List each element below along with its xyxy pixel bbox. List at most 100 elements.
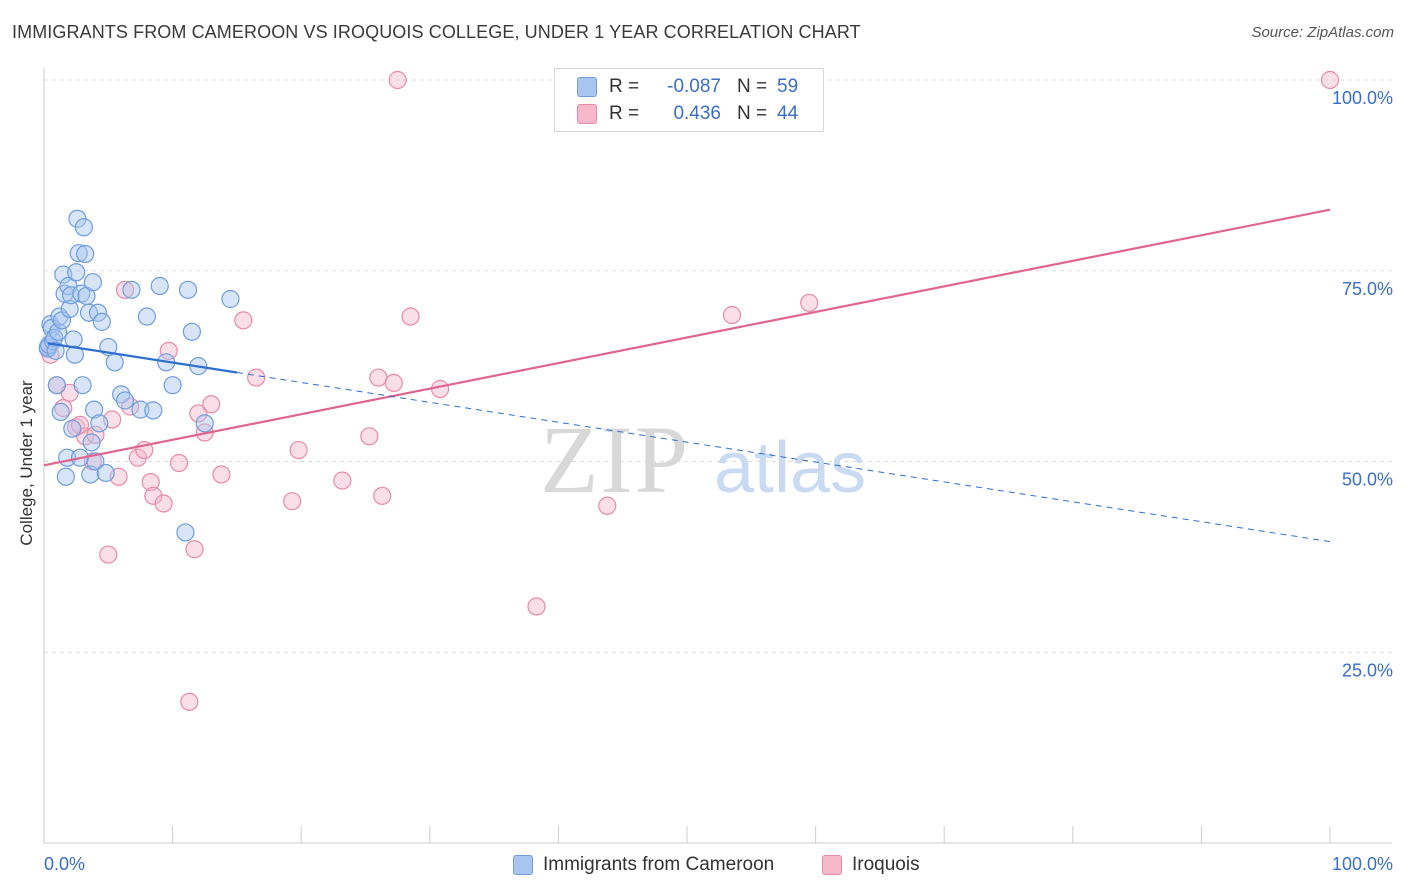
iroquois-points xyxy=(41,70,1340,711)
tick-labels: 25.0% 50.0% 75.0% 100.0% 0.0% 100.0% xyxy=(44,88,1393,874)
y-tick-label: 50.0% xyxy=(1342,470,1393,490)
cameroon-trend-line-dashed xyxy=(236,371,1331,543)
cameroon-point xyxy=(178,280,198,299)
iroquois-point xyxy=(99,545,118,564)
iroquois-point xyxy=(212,465,231,484)
iroquois-trend-line xyxy=(43,208,1331,467)
iroquois-point xyxy=(373,486,392,505)
iroquois-point xyxy=(169,453,189,473)
watermark-zip: ZIP xyxy=(540,406,690,513)
legend-label-cameroon: Immigrants from Cameroon xyxy=(543,854,775,875)
iroquois-point xyxy=(722,305,742,325)
cameroon-point xyxy=(86,452,105,471)
cameroon-point xyxy=(51,402,70,422)
iroquois-point xyxy=(185,540,204,559)
iroquois-point xyxy=(283,492,302,511)
cameroon-point xyxy=(105,353,124,372)
cameroon-point xyxy=(163,376,182,395)
n-label: N = xyxy=(737,76,768,97)
y-axis-label: College, Under 1 year xyxy=(17,380,36,546)
iroquois-point xyxy=(289,440,308,460)
n-label: N = xyxy=(737,103,768,124)
source-credit: Source: ZipAtlas.com xyxy=(1251,24,1394,41)
cameroon-point xyxy=(67,263,86,282)
cameroon-points xyxy=(38,209,240,542)
x-tick-label: 0.0% xyxy=(44,854,85,874)
r-label: R = xyxy=(609,76,640,97)
cameroon-point xyxy=(49,322,68,341)
legend-label-iroquois: Iroquois xyxy=(852,854,920,875)
cameroon-point xyxy=(65,345,84,364)
cameroon-point xyxy=(221,289,240,309)
pink-swatch-icon xyxy=(577,104,597,124)
iroquois-point xyxy=(401,307,420,326)
iroquois-point xyxy=(598,496,617,515)
cameroon-point xyxy=(115,391,135,410)
watermark-atlas: atlas xyxy=(714,428,866,508)
iroquois-point xyxy=(141,473,160,492)
correlation-stats-box: R = -0.087 N = 59 R = 0.436 N = 44 xyxy=(554,68,824,132)
iroquois-point xyxy=(115,280,135,299)
legend-item-cameroon[interactable]: Immigrants from Cameroon xyxy=(513,852,774,878)
cameroon-point xyxy=(46,341,65,360)
r-value: -0.087 xyxy=(667,76,721,97)
iroquois-point xyxy=(189,404,208,423)
r-label: R = xyxy=(609,103,640,124)
cameroon-point xyxy=(60,299,79,318)
n-value: 44 xyxy=(777,103,799,124)
pink-swatch-icon xyxy=(822,855,842,875)
iroquois-point xyxy=(369,368,388,387)
n-value: 59 xyxy=(777,76,799,97)
cameroon-point xyxy=(76,244,95,264)
cameroon-point xyxy=(73,376,92,395)
cameroon-point xyxy=(195,414,214,433)
iroquois-point xyxy=(388,70,407,90)
iroquois-point xyxy=(154,494,173,513)
cameroon-point xyxy=(176,523,195,542)
iroquois-point xyxy=(159,341,178,360)
cameroon-point xyxy=(144,401,163,420)
legend-item-iroquois[interactable]: Iroquois xyxy=(822,852,920,878)
iroquois-point xyxy=(202,395,221,414)
cameroon-point xyxy=(83,273,102,292)
cameroon-point xyxy=(74,218,93,237)
iroquois-point xyxy=(234,311,253,330)
cameroon-point xyxy=(92,312,111,331)
chart-title: IMMIGRANTS FROM CAMEROON VS IROQUOIS COL… xyxy=(12,22,861,42)
cameroon-point xyxy=(88,303,108,322)
y-tick-label: 25.0% xyxy=(1342,660,1393,680)
cameroon-point xyxy=(69,244,88,263)
cameroon-point xyxy=(56,467,75,486)
iroquois-point xyxy=(800,293,819,312)
iroquois-point xyxy=(1320,70,1340,90)
iroquois-point xyxy=(144,486,163,505)
iroquois-point xyxy=(180,692,199,711)
iroquois-point xyxy=(527,597,546,616)
cameroon-point xyxy=(131,400,150,419)
cameroon-point xyxy=(150,276,169,296)
x-tick-label: 100.0% xyxy=(1332,854,1393,874)
r-value: 0.436 xyxy=(673,103,721,124)
iroquois-point xyxy=(333,471,352,490)
cameroon-point xyxy=(122,280,141,299)
trend-lines xyxy=(43,208,1331,543)
cameroon-trend-line-solid xyxy=(47,342,238,374)
cameroon-point xyxy=(82,433,101,452)
cameroon-point xyxy=(85,400,104,419)
blue-swatch-icon xyxy=(513,855,533,875)
cameroon-point xyxy=(96,463,115,483)
cameroon-point xyxy=(137,307,156,326)
stat-row-cameroon: R = -0.087 N = 59 xyxy=(577,74,798,100)
cameroon-point xyxy=(90,414,109,433)
stat-row-iroquois: R = 0.436 N = 44 xyxy=(577,101,798,127)
y-tick-label: 100.0% xyxy=(1332,88,1393,108)
blue-swatch-icon xyxy=(577,77,597,97)
axes xyxy=(43,68,1392,844)
cameroon-point xyxy=(47,376,66,395)
iroquois-point xyxy=(247,368,266,387)
iroquois-point xyxy=(128,448,147,467)
grid xyxy=(44,79,1392,653)
iroquois-point xyxy=(430,379,450,399)
iroquois-point xyxy=(384,373,403,393)
